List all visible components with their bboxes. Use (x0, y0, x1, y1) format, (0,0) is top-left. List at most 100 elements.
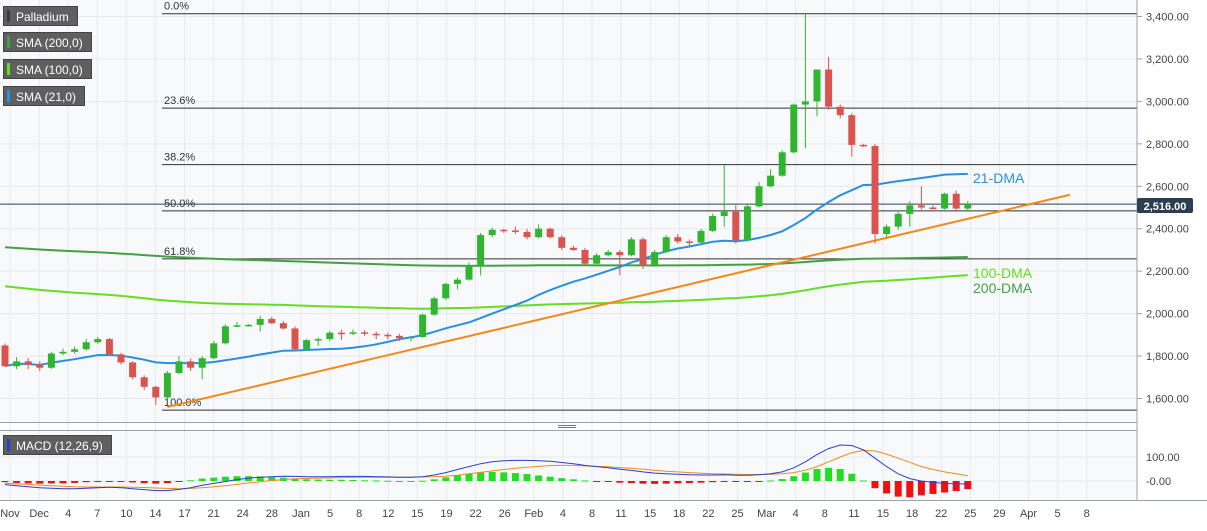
y-tick-label: 1,800.00 (1146, 351, 1189, 363)
x-tick-label: 15 (644, 508, 656, 520)
macd-histogram-bar (558, 478, 566, 481)
candle-body (755, 186, 763, 207)
candle-body (163, 373, 171, 398)
macd-histogram-bar (303, 479, 311, 481)
x-tick-label: 29 (993, 508, 1005, 520)
macd-histogram-bar (488, 471, 496, 481)
pane-splitter-handle[interactable] (556, 424, 578, 429)
candle-body (883, 226, 891, 235)
macd-histogram-bar (917, 481, 925, 496)
macd-histogram-bar (105, 481, 113, 482)
legend-macd[interactable]: MACD (12,26,9) (3, 435, 112, 455)
macd-histogram-bar (187, 480, 195, 482)
macd-histogram-bar (546, 476, 554, 481)
candle-body (697, 230, 705, 243)
macd-tick-label: 100.00 (1146, 452, 1180, 464)
sma200-swatch (7, 36, 10, 48)
macd-histogram-bar (743, 481, 751, 482)
x-tick-label: 24 (237, 508, 249, 520)
macd-histogram-bar (825, 467, 833, 481)
x-tick-label: Jan (292, 508, 310, 520)
candle-body (140, 377, 148, 387)
candle-body (430, 298, 438, 315)
macd-histogram-bar (384, 480, 392, 482)
x-tick-label: 21 (208, 508, 220, 520)
macd-histogram-bar (430, 479, 438, 481)
x-tick-label: 25 (731, 508, 743, 520)
y-tick-label: 1,600.00 (1146, 394, 1189, 406)
candle-body (291, 328, 299, 350)
candle-body (349, 332, 357, 334)
macd-histogram-bar (453, 475, 461, 481)
candle-body (720, 211, 728, 216)
candle-body (175, 361, 183, 374)
candle-body (732, 211, 740, 241)
macd-histogram-bar (71, 481, 79, 483)
candles (1, 13, 972, 405)
x-tick-label: 26 (499, 508, 511, 520)
candle-body (268, 318, 276, 324)
x-tick-label: 8 (356, 508, 362, 520)
macd-histogram-bar (790, 476, 798, 481)
macd-histogram-bar (314, 479, 322, 481)
macd-histogram-bar (871, 481, 879, 489)
candle-body (13, 361, 21, 367)
legend-sma200[interactable]: SMA (200,0) (3, 32, 92, 52)
macd-histogram-bar (569, 479, 577, 481)
candle-body (337, 332, 345, 335)
candle-body (245, 324, 253, 327)
macd-histogram-bar (94, 481, 102, 482)
candle-body (917, 205, 925, 208)
x-tick-label: 4 (560, 508, 566, 520)
macd-histogram-bar (894, 481, 902, 497)
legend-macd-label: MACD (12,26,9) (16, 439, 103, 453)
sma100-swatch (7, 63, 10, 75)
macd-histogram-bar (407, 481, 415, 482)
candle-body (859, 144, 867, 147)
x-tick-label: 18 (673, 508, 685, 520)
macd-histogram-bar (767, 480, 775, 482)
macd-histogram-bar (337, 479, 345, 481)
x-tick-label: Dec (29, 508, 49, 520)
x-tick-label: 5 (327, 508, 333, 520)
candle-body (581, 249, 589, 264)
candle-body (743, 206, 751, 241)
candle-body (535, 228, 543, 238)
macd-swatch (7, 439, 10, 451)
candle-body (59, 351, 67, 354)
candle-body (674, 237, 682, 242)
candle-body (210, 343, 218, 359)
macd-histogram-bar (929, 481, 937, 494)
macd-histogram-bar (639, 481, 647, 484)
sma-200-line (4, 246, 968, 267)
x-tick-label: 8 (589, 508, 595, 520)
macd-histogram-bar (836, 469, 844, 481)
legend-palladium[interactable]: Palladium (3, 6, 78, 26)
candle-body (488, 229, 496, 236)
legend-sma100[interactable]: SMA (100,0) (3, 59, 92, 79)
candle-body (848, 115, 856, 145)
macd-histogram-bar (581, 480, 589, 482)
candle-body (639, 239, 647, 265)
legend-sma200-label: SMA (200,0) (16, 36, 83, 50)
candle-body (813, 69, 821, 102)
candle-body (477, 235, 485, 266)
candle-body (801, 101, 809, 105)
x-tick-label: 8 (822, 508, 828, 520)
candle-body (129, 362, 137, 378)
macd-line (4, 444, 968, 492)
macd-histogram-bar (813, 469, 821, 481)
candle-body (442, 283, 450, 299)
macd-histogram-bar (349, 480, 357, 482)
candle-body (604, 252, 612, 256)
candle-body (511, 230, 519, 232)
candle-body (256, 318, 264, 325)
legend-sma21[interactable]: SMA (21,0) (3, 86, 86, 106)
candle-body (906, 205, 914, 214)
sma-21-line (4, 172, 968, 368)
x-tick-label: 25 (964, 508, 976, 520)
macd-histogram-bar (210, 477, 218, 481)
candle-body (964, 204, 972, 209)
macd-histogram-bar (361, 480, 369, 482)
x-tick-label: 11 (615, 508, 626, 520)
